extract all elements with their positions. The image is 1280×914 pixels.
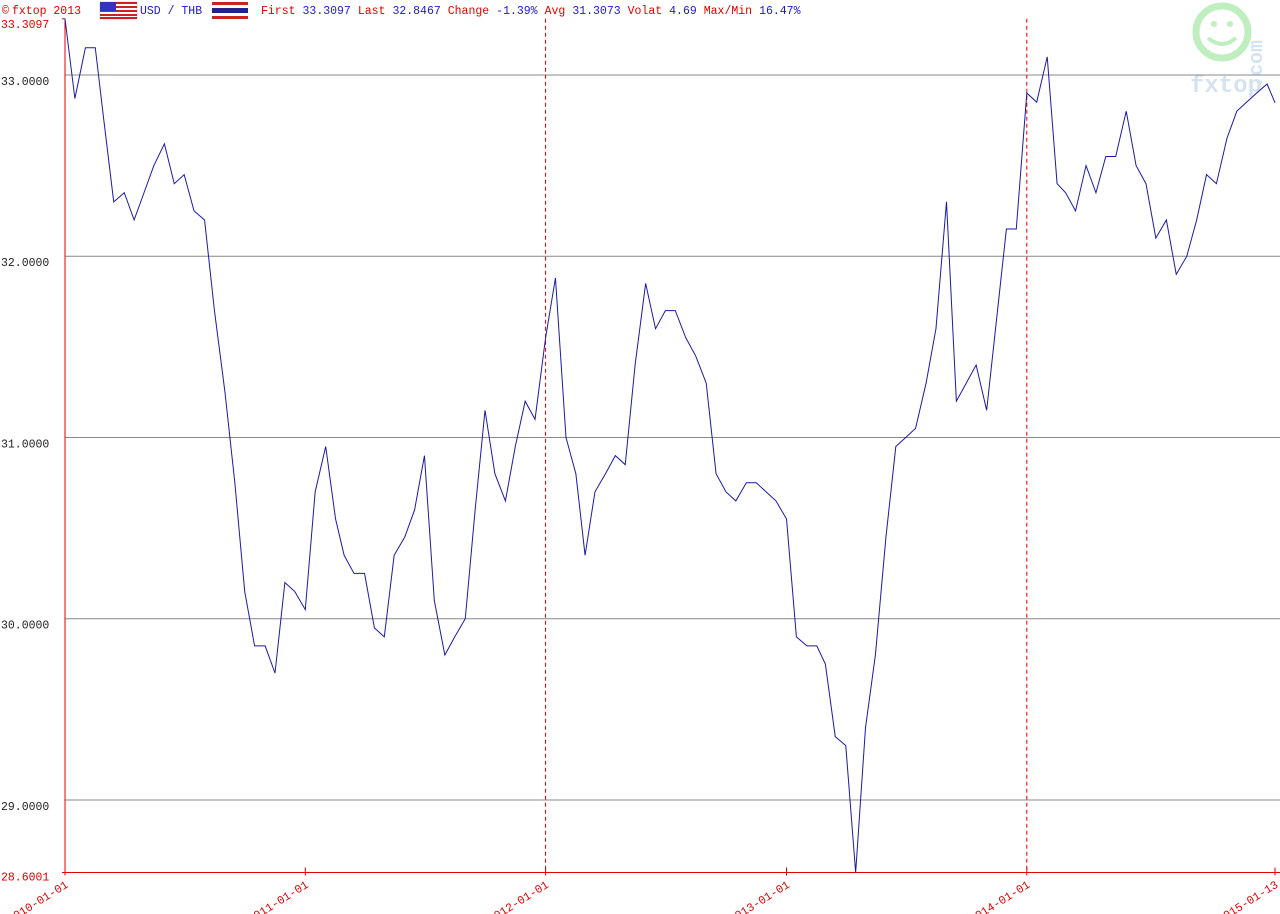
- logo-suffix: .com: [1246, 40, 1269, 88]
- stat-label: Max/Min: [704, 5, 752, 18]
- x-tick-label: 2014-01-01: [967, 879, 1032, 914]
- y-tick-label: 33.0000: [1, 76, 49, 89]
- y-tick-label: 31.0000: [1, 438, 49, 451]
- copyright: fxtop 2013: [12, 5, 81, 18]
- x-tick-label: 2015-01-13: [1216, 879, 1280, 914]
- logo: fxtop .com: [1190, 2, 1269, 100]
- y-tick-label: 29.0000: [1, 801, 49, 814]
- stat-value: 31.3073: [572, 5, 620, 18]
- stats: First 33.3097 Last 32.8467 Change -1.39% Avg 31…: [261, 5, 801, 18]
- x-tick-label: 2011-01-01: [246, 879, 311, 914]
- copyright-symbol: ©: [2, 5, 9, 18]
- x-tick-label: 2013-01-01: [727, 879, 792, 914]
- stat-value: -1.39%: [496, 5, 538, 18]
- stat-label: Volat: [628, 5, 663, 18]
- currency-pair: USD / THB: [140, 5, 202, 18]
- logo-text: fxtop: [1190, 73, 1262, 100]
- y-tick-label: 33.3097: [1, 19, 49, 32]
- y-tick-label: 28.6001: [1, 872, 49, 885]
- thai-flag: [212, 2, 248, 19]
- stat-label: First: [261, 5, 296, 18]
- stat-value: 32.8467: [392, 5, 440, 18]
- stat-label: Change: [448, 5, 490, 18]
- us-flag: [99, 1, 138, 20]
- stat-label: Avg: [545, 5, 566, 18]
- x-tick-label: 2012-01-01: [486, 879, 551, 914]
- stat-label: Last: [358, 5, 386, 18]
- price-line: [64, 18, 1276, 873]
- stat-value: 33.3097: [303, 5, 351, 18]
- y-tick-label: 32.0000: [1, 257, 49, 270]
- stat-value: 4.69: [669, 5, 697, 18]
- y-tick-label: 30.0000: [1, 620, 49, 633]
- stat-value: 16.47%: [759, 5, 801, 18]
